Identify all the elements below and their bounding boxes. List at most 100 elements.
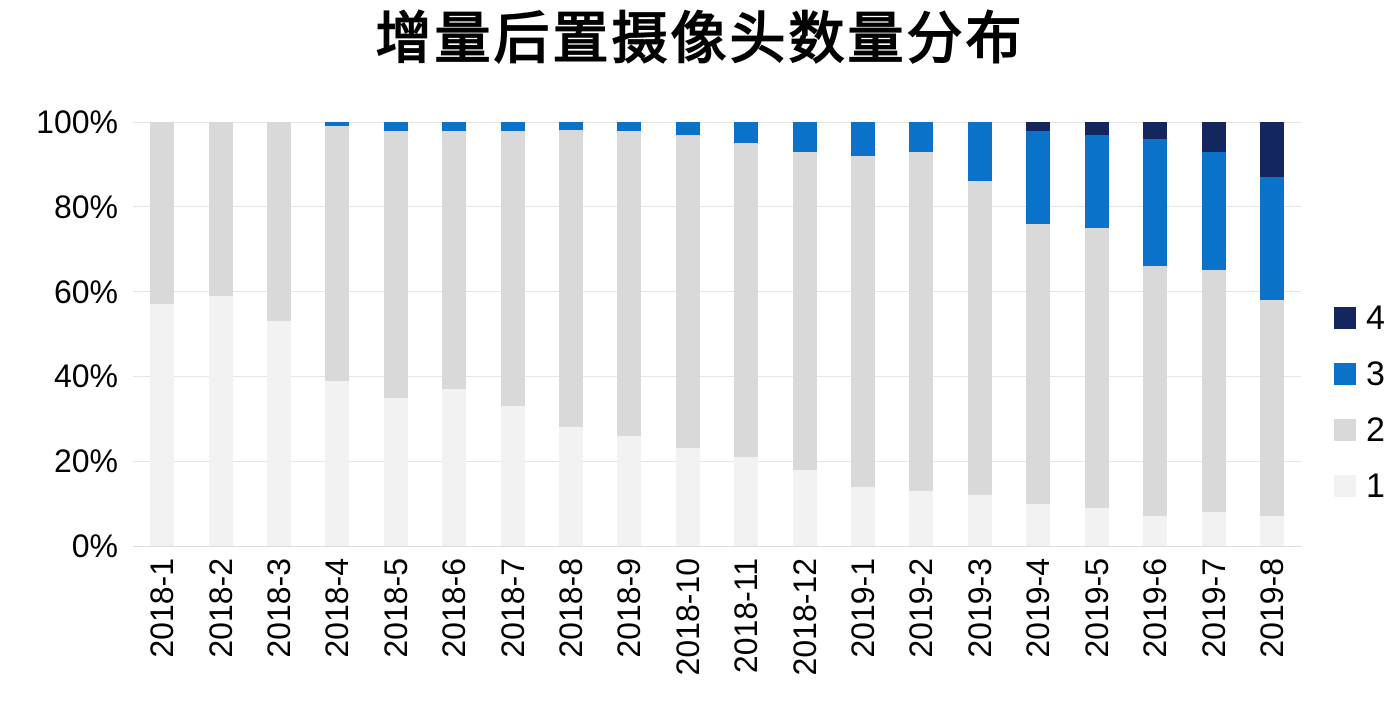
bar-2019-7 <box>1201 122 1226 546</box>
bar-2019-8 <box>1259 122 1284 546</box>
bar-slot-2018-3: 2018-3 <box>250 122 308 658</box>
segment-3-cameras <box>851 122 876 156</box>
segment-3-cameras <box>617 122 642 131</box>
segment-3-cameras <box>325 122 350 127</box>
x-axis-label: 2018-2 <box>202 558 239 658</box>
segment-2-cameras <box>442 130 467 390</box>
segment-4-cameras <box>1143 122 1168 139</box>
x-axis-label: 2019-6 <box>1137 558 1174 658</box>
segment-1-cameras <box>150 304 175 546</box>
x-axis-label: 2019-3 <box>961 558 998 658</box>
y-axis-label: 0% <box>71 528 118 564</box>
legend-item-2: 2 <box>1334 411 1385 449</box>
bar-2019-4 <box>1026 122 1051 546</box>
x-axis-label: 2018-4 <box>319 558 356 658</box>
bar-slot-2018-11: 2018-11 <box>717 122 775 673</box>
x-axis-label: 2018-6 <box>436 558 473 658</box>
x-axis-label: 2019-7 <box>1195 558 1232 658</box>
segment-3-cameras <box>1084 134 1109 229</box>
legend-label: 4 <box>1366 299 1385 337</box>
legend-swatch-icon <box>1334 419 1356 441</box>
legend-swatch-icon <box>1334 307 1356 329</box>
segment-1-cameras <box>325 380 350 546</box>
bar-slot-2018-6: 2018-6 <box>425 122 483 658</box>
segment-3-cameras <box>792 122 817 152</box>
x-axis-label: 2018-12 <box>786 558 823 676</box>
segment-3-cameras <box>383 122 408 131</box>
segment-3-cameras <box>500 122 525 131</box>
segment-1-cameras <box>792 469 817 546</box>
legend-item-1: 1 <box>1334 467 1385 505</box>
segment-3-cameras <box>734 122 759 144</box>
segment-1-cameras <box>559 427 584 546</box>
y-axis-label: 40% <box>53 358 118 395</box>
x-axis-label: 2018-10 <box>669 558 706 676</box>
segment-2-cameras <box>150 122 175 305</box>
bar-2018-4 <box>325 122 350 546</box>
legend-label: 1 <box>1366 467 1385 505</box>
segment-3-cameras <box>1026 130 1051 224</box>
segment-4-cameras <box>1259 122 1284 178</box>
bar-2018-9 <box>617 122 642 546</box>
segment-2-cameras <box>1143 266 1168 517</box>
x-axis-label: 2018-5 <box>377 558 414 658</box>
segment-2-cameras <box>559 130 584 428</box>
segment-1-cameras <box>1143 516 1168 546</box>
segment-2-cameras <box>792 151 817 470</box>
y-axis-label: 20% <box>53 443 118 480</box>
segment-1-cameras <box>851 486 876 546</box>
y-axis: 0% 20% 40% 60% 80% 100% <box>0 106 118 562</box>
legend-label: 2 <box>1366 411 1385 449</box>
segment-3-cameras <box>559 122 584 131</box>
legend: 4 3 2 1 <box>1334 299 1385 530</box>
gridline-80 <box>133 206 1301 208</box>
bar-slot-2018-10: 2018-10 <box>659 122 717 675</box>
x-axis-label: 2019-5 <box>1078 558 1115 658</box>
segment-2-cameras <box>909 151 934 491</box>
x-axis-label: 2018-8 <box>553 558 590 658</box>
bar-slot-2018-1: 2018-1 <box>133 122 191 658</box>
segment-3-cameras <box>1143 138 1168 267</box>
bar-2018-8 <box>559 122 584 546</box>
x-axis-label: 2018-7 <box>494 558 531 658</box>
bar-2018-6 <box>442 122 467 546</box>
legend-item-4: 4 <box>1334 299 1385 337</box>
bar-2018-1 <box>150 122 175 546</box>
bar-slot-2019-2: 2019-2 <box>892 122 950 658</box>
gridline-20 <box>133 460 1301 462</box>
segment-3-cameras <box>1259 177 1284 301</box>
bar-2018-7 <box>500 122 525 546</box>
bar-slot-2018-4: 2018-4 <box>308 122 366 658</box>
segment-1-cameras <box>1026 503 1051 546</box>
segment-2-cameras <box>734 143 759 457</box>
segment-4-cameras <box>1201 122 1226 152</box>
bar-2019-2 <box>909 122 934 546</box>
bar-slot-2019-4: 2019-4 <box>1009 122 1067 658</box>
bar-slot-2019-6: 2019-6 <box>1126 122 1184 658</box>
segment-3-cameras <box>1201 151 1226 271</box>
x-axis-label: 2018-11 <box>728 558 765 674</box>
bar-slot-2018-2: 2018-2 <box>191 122 249 658</box>
segment-2-cameras <box>1259 300 1284 517</box>
x-axis-label: 2019-1 <box>845 558 882 658</box>
bar-slot-2019-7: 2019-7 <box>1184 122 1242 658</box>
y-axis-label: 60% <box>53 273 118 310</box>
bar-2018-5 <box>383 122 408 546</box>
segment-1-cameras <box>967 495 992 546</box>
bar-2018-12 <box>792 122 817 546</box>
bar-2019-5 <box>1084 122 1109 546</box>
bar-slot-2019-8: 2019-8 <box>1243 122 1301 658</box>
bar-slot-2019-1: 2019-1 <box>834 122 892 658</box>
segment-1-cameras <box>383 397 408 546</box>
segment-2-cameras <box>675 134 700 449</box>
gridline-100 <box>133 121 1301 123</box>
chart-title: 增量后置摄像头数量分布 <box>375 7 1025 70</box>
y-axis-label: 80% <box>53 188 118 225</box>
gridline-60 <box>133 291 1301 293</box>
x-axis-label: 2019-4 <box>1020 558 1057 658</box>
segment-1-cameras <box>909 490 934 546</box>
bar-slot-2019-3: 2019-3 <box>951 122 1009 658</box>
bar-2019-3 <box>967 122 992 546</box>
segment-1-cameras <box>1084 507 1109 546</box>
